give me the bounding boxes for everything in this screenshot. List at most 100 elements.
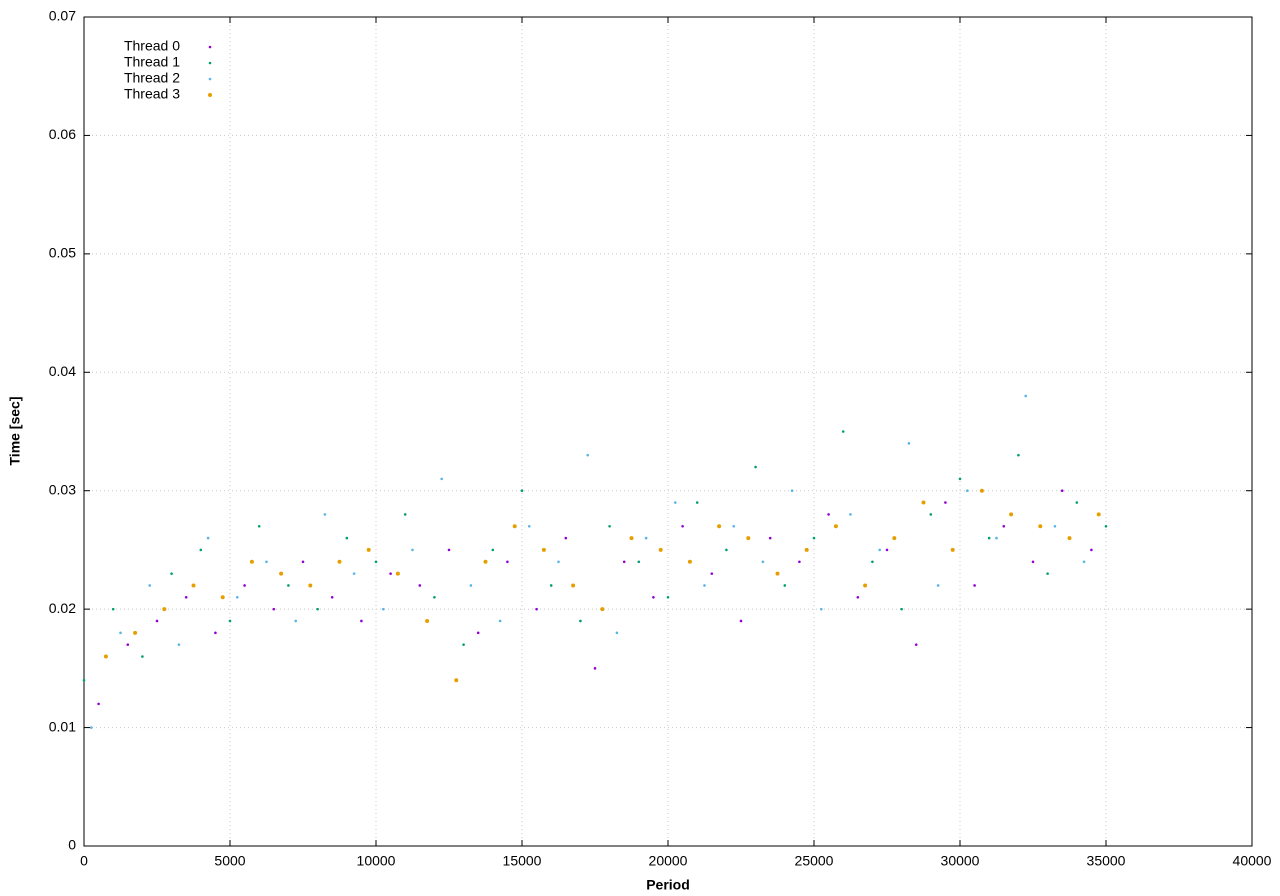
point (301, 560, 305, 564)
point (476, 631, 480, 635)
point (491, 548, 495, 552)
point (973, 584, 976, 587)
point (827, 513, 830, 516)
point (425, 618, 430, 623)
point (600, 607, 605, 612)
point (418, 584, 422, 587)
point (871, 560, 874, 564)
point (366, 547, 371, 552)
x-tick-label: 5000 (214, 853, 245, 869)
legend-label: Thread 0 (124, 38, 180, 54)
point (1096, 512, 1101, 517)
point (1053, 524, 1057, 528)
point (447, 548, 451, 552)
point (236, 596, 239, 599)
point (798, 560, 801, 564)
point (629, 536, 634, 541)
point (958, 477, 962, 481)
point (287, 584, 290, 587)
point (557, 560, 560, 564)
point (579, 619, 582, 623)
point (856, 596, 860, 599)
point (622, 560, 626, 564)
point (885, 548, 889, 552)
point (220, 595, 225, 600)
point (294, 619, 298, 623)
point (841, 430, 845, 433)
point (126, 643, 130, 646)
y-tick-label: 0.07 (49, 8, 76, 24)
point (703, 584, 706, 587)
point (483, 559, 488, 564)
x-tick-label: 10000 (357, 853, 396, 869)
point (541, 547, 546, 552)
point (979, 488, 984, 493)
point (725, 548, 728, 552)
point (593, 667, 597, 670)
point (103, 654, 108, 659)
point (170, 572, 173, 575)
point (1038, 524, 1043, 529)
point (950, 547, 955, 552)
point (184, 596, 188, 599)
point (119, 631, 122, 635)
y-tick-label: 0.02 (49, 600, 76, 616)
point (133, 630, 138, 635)
point (506, 560, 509, 564)
point (929, 513, 933, 516)
point (323, 513, 327, 516)
x-tick-label: 40000 (1233, 853, 1272, 869)
point (520, 489, 524, 493)
point (512, 524, 517, 529)
point (308, 583, 313, 588)
point (1082, 560, 1086, 564)
point (849, 513, 852, 516)
point (345, 536, 349, 540)
point (921, 500, 926, 505)
point (790, 489, 794, 493)
point (761, 560, 765, 564)
legend-label: Thread 1 (124, 54, 180, 70)
point (1067, 536, 1072, 541)
point (90, 726, 93, 729)
point (746, 536, 751, 541)
point (148, 584, 151, 587)
point (637, 560, 641, 564)
y-tick-label: 0.06 (49, 126, 76, 142)
point (1104, 524, 1108, 528)
point (228, 619, 232, 623)
point (82, 678, 86, 682)
point (833, 524, 838, 529)
point (863, 583, 868, 588)
point (820, 607, 823, 611)
point (177, 643, 181, 646)
point (111, 607, 115, 611)
point (644, 536, 648, 540)
point (498, 619, 502, 623)
legend-label: Thread 3 (124, 86, 180, 102)
point (279, 571, 284, 576)
point (1060, 489, 1064, 493)
point (987, 536, 991, 540)
point (804, 547, 809, 552)
point (199, 548, 203, 552)
y-tick-label: 0.03 (49, 481, 76, 497)
point (907, 442, 911, 445)
point (337, 559, 342, 564)
point (549, 584, 553, 587)
point (564, 536, 568, 540)
point (1090, 548, 1093, 552)
point (812, 536, 816, 540)
point (528, 524, 531, 528)
legend-label: Thread 2 (124, 70, 180, 86)
y-tick-label: 0 (68, 837, 76, 853)
point (162, 607, 167, 612)
legend-marker (208, 93, 212, 97)
point (243, 584, 246, 587)
point (411, 548, 414, 552)
point (265, 560, 268, 564)
point (732, 524, 735, 528)
legend-marker (208, 61, 212, 65)
point (389, 572, 392, 575)
